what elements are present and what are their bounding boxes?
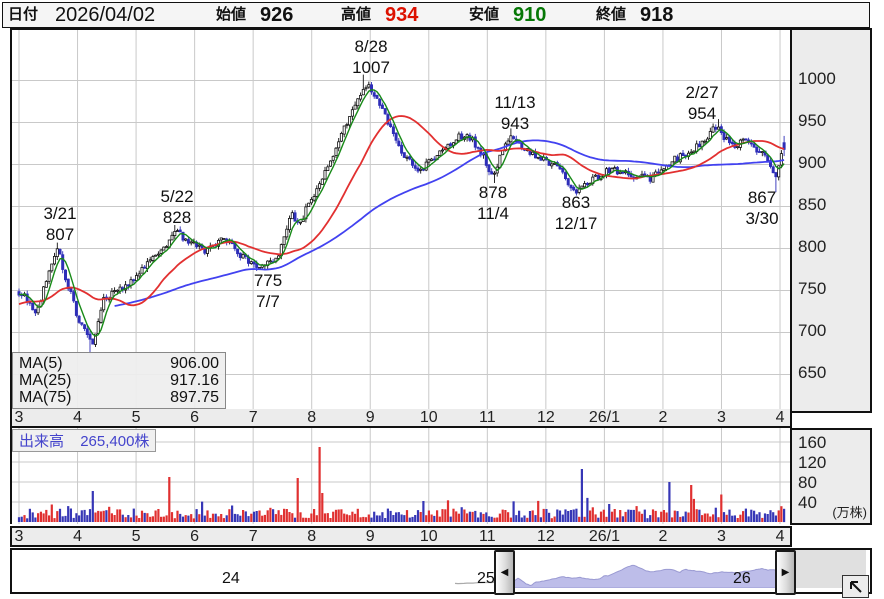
ma25-value: 917.16 bbox=[170, 372, 219, 389]
chart-annotation: 867 3/30 bbox=[745, 188, 779, 228]
ma5-value: 906.00 bbox=[170, 355, 219, 372]
ma25-row: MA(25) 917.16 bbox=[19, 372, 219, 389]
nav-year-label: 24 bbox=[222, 570, 240, 587]
month-label: 26/1 bbox=[588, 409, 620, 426]
price-chart[interactable] bbox=[10, 28, 792, 413]
month-label: 3 bbox=[14, 409, 24, 426]
price-axis: 1000 950 900 850 800 750 700 650 bbox=[790, 28, 872, 413]
month-label: 2 bbox=[658, 528, 668, 545]
month-label: 4 bbox=[775, 528, 785, 545]
ma75-label: MA(75) bbox=[19, 389, 72, 406]
nav-year-label: 26 bbox=[733, 570, 751, 587]
month-label: 7 bbox=[248, 528, 258, 545]
chart-annotation: 3/21 807 bbox=[43, 204, 77, 244]
month-label: 10 bbox=[419, 409, 438, 426]
volume-label: 出来高 265,400株 bbox=[12, 429, 157, 452]
month-label: 9 bbox=[365, 528, 375, 545]
close-label: 終値 bbox=[596, 6, 627, 23]
high-label: 高値 bbox=[341, 6, 372, 23]
ma75-row: MA(75) 897.75 bbox=[19, 389, 219, 406]
right-arrow-icon: ▶ bbox=[781, 567, 790, 578]
high-value: 934 bbox=[385, 4, 419, 26]
volume-axis: (万株) 160 120 80 40 bbox=[790, 428, 872, 525]
price-tick: 850 bbox=[798, 194, 827, 214]
x-axis-months-volume: 3 4 5 6 7 8 9 10 11 12 26/1 2 3 4 bbox=[10, 526, 792, 547]
month-label: 11 bbox=[479, 528, 496, 545]
month-label: 8 bbox=[307, 528, 317, 545]
expand-nw-arrow-icon bbox=[850, 581, 862, 593]
month-label: 4 bbox=[73, 409, 82, 426]
price-tick: 800 bbox=[798, 236, 827, 256]
price-tick: 750 bbox=[798, 278, 827, 298]
price-tick: 900 bbox=[798, 152, 827, 172]
nav-year-label: 25 bbox=[477, 570, 495, 587]
ma25-label: MA(25) bbox=[19, 372, 72, 389]
ma75-value: 897.75 bbox=[170, 389, 219, 406]
month-label: 4 bbox=[775, 409, 785, 426]
date-label: 日付 bbox=[8, 6, 39, 23]
open-label: 始値 bbox=[216, 6, 247, 23]
volume-tick: 160 bbox=[798, 433, 827, 452]
price-tick: 650 bbox=[798, 362, 827, 382]
ma5-label: MA(5) bbox=[19, 355, 63, 372]
expand-button[interactable] bbox=[842, 575, 869, 598]
chart-annotation: 8/28 1007 bbox=[352, 37, 390, 77]
x-axis-months: 3 4 5 6 7 8 9 10 11 12 26/1 2 3 4 bbox=[10, 409, 792, 428]
chart-annotation: 2/27 954 bbox=[685, 83, 719, 123]
chart-annotation: 878 11/4 bbox=[477, 183, 509, 223]
month-label: 5 bbox=[131, 409, 141, 426]
date-value: 2026/04/02 bbox=[55, 4, 156, 26]
left-arrow-icon: ◀ bbox=[500, 567, 509, 578]
close-value: 918 bbox=[640, 4, 674, 26]
month-label: 6 bbox=[190, 409, 200, 426]
month-label: 7 bbox=[248, 409, 258, 426]
chart-annotation: 11/13 943 bbox=[494, 93, 536, 133]
open-value: 926 bbox=[260, 4, 294, 26]
month-label: 6 bbox=[190, 528, 200, 545]
low-label: 安値 bbox=[469, 6, 500, 23]
month-label: 9 bbox=[365, 409, 375, 426]
month-label: 5 bbox=[131, 528, 141, 545]
volume-tick: 120 bbox=[798, 453, 827, 472]
month-label: 12 bbox=[536, 409, 555, 426]
month-label: 10 bbox=[419, 528, 438, 545]
month-label: 11 bbox=[479, 409, 496, 426]
volume-tick: 80 bbox=[798, 473, 817, 492]
month-label: 4 bbox=[73, 528, 82, 545]
chart-annotation: 775 7/7 bbox=[253, 271, 283, 311]
price-tick: 950 bbox=[798, 110, 827, 130]
price-tick: 700 bbox=[798, 320, 827, 340]
chart-annotation: 5/22 828 bbox=[160, 187, 194, 227]
month-label: 3 bbox=[14, 528, 24, 545]
volume-tick: 40 bbox=[798, 493, 817, 512]
month-label: 3 bbox=[717, 409, 726, 426]
chart-annotation: 863 12/17 bbox=[554, 193, 598, 233]
month-label: 3 bbox=[717, 528, 726, 545]
month-label: 26/1 bbox=[588, 528, 620, 545]
volume-value: 265,400株 bbox=[80, 433, 150, 450]
volume-unit-label: (万株) bbox=[832, 505, 867, 520]
ma-legend: MA(5) 906.00 MA(25) 917.16 MA(75) 897.75 bbox=[12, 352, 226, 409]
month-label: 8 bbox=[307, 409, 317, 426]
low-value: 910 bbox=[513, 4, 547, 26]
ma5-row: MA(5) 906.00 bbox=[19, 355, 219, 372]
month-label: 12 bbox=[536, 528, 555, 545]
range-navigator[interactable]: 24 25 26 bbox=[10, 548, 872, 594]
volume-label-text: 出来高 bbox=[19, 433, 65, 450]
month-label: 2 bbox=[658, 409, 668, 426]
nav-handle-left[interactable]: ◀ bbox=[494, 550, 515, 595]
price-tick: 1000 bbox=[798, 68, 836, 88]
quote-header: 日付 2026/04/02 始値 926 高値 934 安値 910 終値 91… bbox=[2, 2, 870, 28]
nav-handle-right[interactable]: ▶ bbox=[775, 550, 796, 595]
